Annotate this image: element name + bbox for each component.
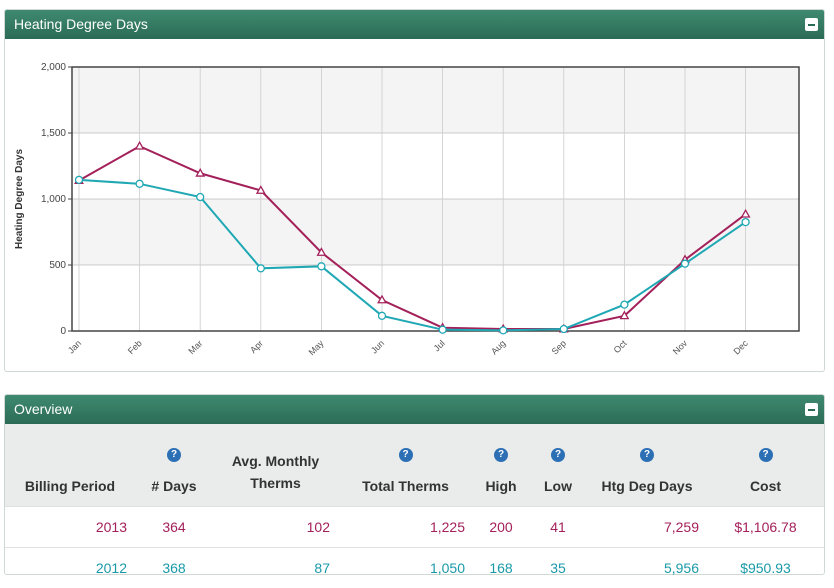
col-high: ?High bbox=[473, 424, 529, 507]
help-icon[interactable]: ? bbox=[640, 448, 654, 462]
point-2012 bbox=[439, 326, 446, 333]
help-icon[interactable]: ? bbox=[399, 448, 413, 462]
overview-table: Billing Period ?# Days Avg. Monthly Ther… bbox=[5, 424, 824, 588]
point-2012 bbox=[76, 176, 83, 183]
point-2012 bbox=[500, 327, 507, 334]
avg-therms-cell: 102 bbox=[213, 507, 338, 548]
total-therms-cell: 1,225 bbox=[338, 507, 473, 548]
col-cost: ?Cost bbox=[707, 424, 824, 507]
point-2012 bbox=[136, 180, 143, 187]
period-cell[interactable]: 2013 bbox=[5, 507, 135, 548]
high-cell: 168 bbox=[473, 548, 529, 588]
x-tick-label: Dec bbox=[731, 338, 750, 357]
x-tick-label: Mar bbox=[186, 338, 204, 356]
chart-panel-header: Heating Degree Days bbox=[5, 10, 824, 39]
help-icon[interactable]: ? bbox=[551, 448, 565, 462]
overview-panel: Overview Billing Period ?# Days Avg. Mon… bbox=[4, 394, 825, 575]
x-tick-label: Apr bbox=[248, 338, 265, 355]
grid-band bbox=[72, 67, 799, 133]
hdd-cell: 5,956 bbox=[587, 548, 707, 588]
col-total-therms: ?Total Therms bbox=[338, 424, 473, 507]
table-row: 2012 368 87 1,050 168 35 5,956 $950.93 bbox=[5, 548, 824, 588]
period-cell[interactable]: 2012 bbox=[5, 548, 135, 588]
x-tick-label: Feb bbox=[126, 338, 144, 356]
hdd-cell: 7,259 bbox=[587, 507, 707, 548]
heating-degree-days-panel: Heating Degree Days 0 500 1,000 1,500 2,000 … bbox=[4, 9, 825, 372]
col-avg-monthly-therms: Avg. Monthly Therms bbox=[213, 424, 338, 507]
x-tick-label: Jun bbox=[369, 338, 386, 355]
col-days: ?# Days bbox=[135, 424, 213, 507]
days-cell: 368 bbox=[135, 548, 213, 588]
help-icon[interactable]: ? bbox=[759, 448, 773, 462]
help-icon[interactable]: ? bbox=[167, 448, 181, 462]
collapse-icon[interactable] bbox=[805, 403, 818, 416]
days-cell: 364 bbox=[135, 507, 213, 548]
avg-therms-cell: 87 bbox=[213, 548, 338, 588]
col-htg-deg-days: ?Htg Deg Days bbox=[587, 424, 707, 507]
overview-panel-header: Overview bbox=[5, 395, 824, 424]
low-cell: 35 bbox=[529, 548, 587, 588]
x-tick-label: Jul bbox=[432, 338, 447, 353]
point-2012 bbox=[318, 263, 325, 270]
point-2012 bbox=[742, 219, 749, 226]
y-tick-label: 500 bbox=[49, 260, 66, 271]
collapse-icon[interactable] bbox=[805, 18, 818, 31]
help-icon[interactable]: ? bbox=[494, 448, 508, 462]
y-tick-label: 1,000 bbox=[41, 194, 66, 205]
x-tick-label: May bbox=[307, 338, 326, 357]
overview-panel-title: Overview bbox=[14, 401, 72, 417]
point-2012 bbox=[257, 265, 264, 272]
col-low: ?Low bbox=[529, 424, 587, 507]
x-tick-label: Nov bbox=[671, 338, 690, 357]
x-tick-label: Sep bbox=[550, 338, 568, 356]
y-tick-label: 1,500 bbox=[41, 128, 66, 139]
hdd-line-chart: 0 500 1,000 1,500 2,000 Jan Feb Mar Apr May Jun Ju… bbox=[5, 39, 824, 370]
cost-cell: $950.93 bbox=[707, 548, 824, 588]
low-cell: 41 bbox=[529, 507, 587, 548]
x-tick-label: Oct bbox=[612, 338, 629, 355]
chart-panel-title: Heating Degree Days bbox=[14, 16, 148, 32]
table-row: 2013 364 102 1,225 200 41 7,259 $1,106.7… bbox=[5, 507, 824, 548]
point-2012 bbox=[197, 194, 204, 201]
point-2012 bbox=[560, 326, 567, 333]
y-tick-label: 2,000 bbox=[41, 62, 66, 73]
point-2012 bbox=[379, 312, 386, 319]
point-2012 bbox=[621, 301, 628, 308]
table-header-row: Billing Period ?# Days Avg. Monthly Ther… bbox=[5, 424, 824, 507]
x-tick-label: Jan bbox=[66, 338, 83, 355]
point-2012 bbox=[682, 260, 689, 267]
y-axis-label: Heating Degree Days bbox=[14, 149, 25, 249]
col-billing-period: Billing Period bbox=[5, 424, 135, 507]
y-tick-label: 0 bbox=[60, 326, 66, 337]
total-therms-cell: 1,050 bbox=[338, 548, 473, 588]
x-tick-label: Aug bbox=[489, 338, 507, 356]
high-cell: 200 bbox=[473, 507, 529, 548]
cost-cell: $1,106.78 bbox=[707, 507, 824, 548]
